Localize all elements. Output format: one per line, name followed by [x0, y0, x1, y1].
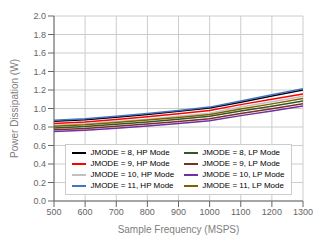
svg-text:Power Dissipation (W): Power Dissipation (W) [9, 59, 20, 158]
svg-text:1000: 1000 [200, 207, 220, 217]
svg-text:1.6: 1.6 [33, 48, 46, 58]
html-text:JMODE = 8, LP Mode: JMODE = 8, LP Mode [202, 148, 280, 157]
svg-text:1.0: 1.0 [33, 104, 46, 114]
svg-text:800: 800 [140, 207, 155, 217]
html-text:JMODE = 9, LP Mode: JMODE = 9, LP Mode [202, 159, 280, 168]
svg-text:500: 500 [46, 207, 61, 217]
svg-text:600: 600 [78, 207, 93, 217]
html-text:JMODE = 11, LP Mode: JMODE = 11, LP Mode [202, 181, 284, 190]
svg-text:0.8: 0.8 [33, 122, 46, 132]
svg-text:2.0: 2.0 [33, 11, 46, 21]
svg-text:0.0: 0.0 [33, 196, 46, 206]
svg-text:1200: 1200 [262, 207, 282, 217]
svg-text:Sample Frequency (MSPS): Sample Frequency (MSPS) [118, 224, 240, 235]
html-text:JMODE = 8, HP Mode: JMODE = 8, HP Mode [90, 148, 170, 157]
svg-text:0.4: 0.4 [33, 159, 46, 169]
svg-text:1300: 1300 [293, 207, 313, 217]
svg-text:0.6: 0.6 [33, 141, 46, 151]
html-text:JMODE = 9, HP Mode: JMODE = 9, HP Mode [90, 159, 170, 168]
svg-text:0.2: 0.2 [33, 178, 46, 188]
svg-text:900: 900 [171, 207, 186, 217]
svg-text:1.2: 1.2 [33, 85, 46, 95]
html-text:JMODE = 10, LP Mode: JMODE = 10, LP Mode [202, 170, 285, 179]
svg-text:1.8: 1.8 [33, 30, 46, 40]
svg-text:1.4: 1.4 [33, 67, 46, 77]
html-text:JMODE = 11, HP Mode: JMODE = 11, HP Mode [90, 181, 174, 190]
svg-text:700: 700 [109, 207, 124, 217]
svg-text:1100: 1100 [231, 207, 250, 217]
html-text:JMODE = 10, HP Mode: JMODE = 10, HP Mode [90, 170, 175, 179]
